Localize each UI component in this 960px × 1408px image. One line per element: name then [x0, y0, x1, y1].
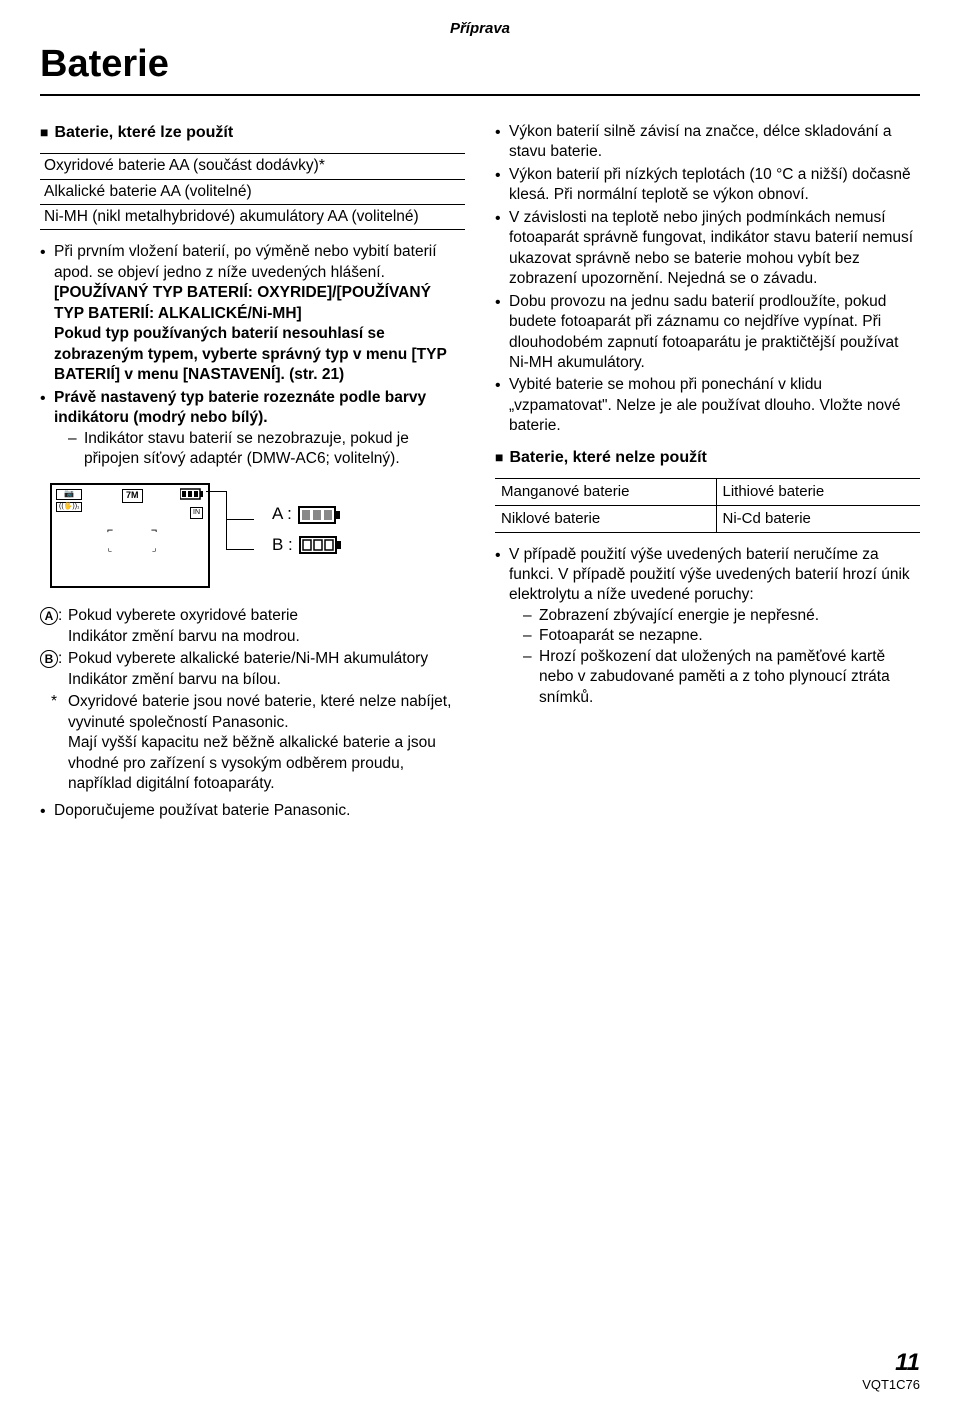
connector-lines — [226, 483, 256, 573]
lcd-screen: 📷 ((🖐))₁ 7M IN ⌐¬ ⌞⌟ — [50, 483, 210, 588]
focus-brackets: ⌐¬ ⌞⌟ — [107, 525, 157, 555]
indicator-a: A : — [272, 503, 343, 525]
def-b: B: Pokud vyberete alkalické baterie/Ni-M… — [40, 649, 465, 690]
list-item: V závislosti na teplotě nebo jiných podm… — [495, 208, 920, 290]
list-item: Vybité baterie se mohou při ponechání v … — [495, 375, 920, 436]
bullet-list-right-1: Výkon baterií silně závisí na značce, dé… — [495, 122, 920, 437]
symbol-b: B — [40, 650, 58, 668]
def-a: A: Pokud vyberete oxyridové baterieIndik… — [40, 606, 465, 647]
in-badge: IN — [190, 507, 203, 518]
footnote: * Oxyridové baterie jsou nové baterie, k… — [40, 692, 465, 794]
table-cell: Manganové baterie — [495, 478, 716, 505]
content-columns: ■Baterie, které lze použít Oxyridové bat… — [40, 116, 920, 823]
sub-heading-unusable: ■Baterie, které nelze použít — [495, 447, 920, 468]
hand-icon: ((🖐))₁ — [56, 502, 82, 512]
resolution-badge: 7M — [122, 489, 143, 503]
dash-item: Indikátor stavu baterií se nezobrazuje, … — [54, 429, 465, 470]
list-item: Výkon baterií při nízkých teplotách (10 … — [495, 165, 920, 206]
table-cell: Niklové baterie — [495, 505, 716, 532]
box-item: Ni-MH (nikl metalhybridové) akumulátory … — [40, 205, 465, 229]
right-column: Výkon baterií silně závisí na značce, dé… — [495, 116, 920, 823]
table-cell: Lithiové baterie — [716, 478, 920, 505]
battery-indicator-a — [298, 505, 342, 525]
doc-code: VQT1C76 — [862, 1377, 920, 1392]
definitions: A: Pokud vyberete oxyridové baterieIndik… — [40, 606, 465, 794]
bullet-list-right-2: V případě použití výše uvedených baterií… — [495, 545, 920, 709]
dash-item: Fotoaparát se nezapne. — [509, 626, 920, 646]
box-item: Alkalické baterie AA (volitelné) — [40, 180, 465, 205]
unusable-batteries-table: Manganové baterie Lithiové baterie Niklo… — [495, 478, 920, 533]
page-number: 11 — [862, 1349, 920, 1377]
box-item: Oxyridové baterie AA (součást dodávky)* — [40, 154, 465, 179]
bullet-list-left-2: Doporučujeme používat baterie Panasonic. — [40, 801, 465, 821]
dash-item: Zobrazení zbývající energie je nepřesné. — [509, 606, 920, 626]
lcd-diagram: 📷 ((🖐))₁ 7M IN ⌐¬ ⌞⌟ — [50, 483, 465, 588]
dash-item: Hrozí poškození dat uložených na paměťov… — [509, 647, 920, 708]
left-column: ■Baterie, které lze použít Oxyridové bat… — [40, 116, 465, 823]
page-title: Baterie — [40, 43, 920, 96]
indicator-b: B : — [272, 534, 343, 556]
ab-indicators: A : B : — [272, 503, 343, 556]
list-item: Výkon baterií silně závisí na značce, dé… — [495, 122, 920, 163]
list-item: Právě nastavený typ baterie rozeznáte po… — [40, 388, 465, 470]
symbol-a: A — [40, 607, 58, 625]
page-footer: 11 VQT1C76 — [862, 1349, 920, 1392]
battery-indicator-b — [299, 535, 343, 555]
list-item: Při prvním vložení baterií, po výměně ne… — [40, 242, 465, 385]
sub-heading-usable: ■Baterie, které lze použít — [40, 122, 465, 143]
list-item: Doporučujeme používat baterie Panasonic. — [40, 801, 465, 821]
table-cell: Ni-Cd baterie — [716, 505, 920, 532]
battery-types-box: Oxyridové baterie AA (součást dodávky)* … — [40, 153, 465, 230]
battery-icon — [180, 488, 204, 500]
bullet-list-left-1: Při prvním vložení baterií, po výměně ne… — [40, 242, 465, 469]
list-item: Dobu provozu na jednu sadu baterií prodl… — [495, 292, 920, 374]
section-header: Příprava — [40, 20, 920, 37]
camera-icon: 📷 — [56, 489, 82, 500]
list-item: V případě použití výše uvedených baterií… — [495, 545, 920, 709]
